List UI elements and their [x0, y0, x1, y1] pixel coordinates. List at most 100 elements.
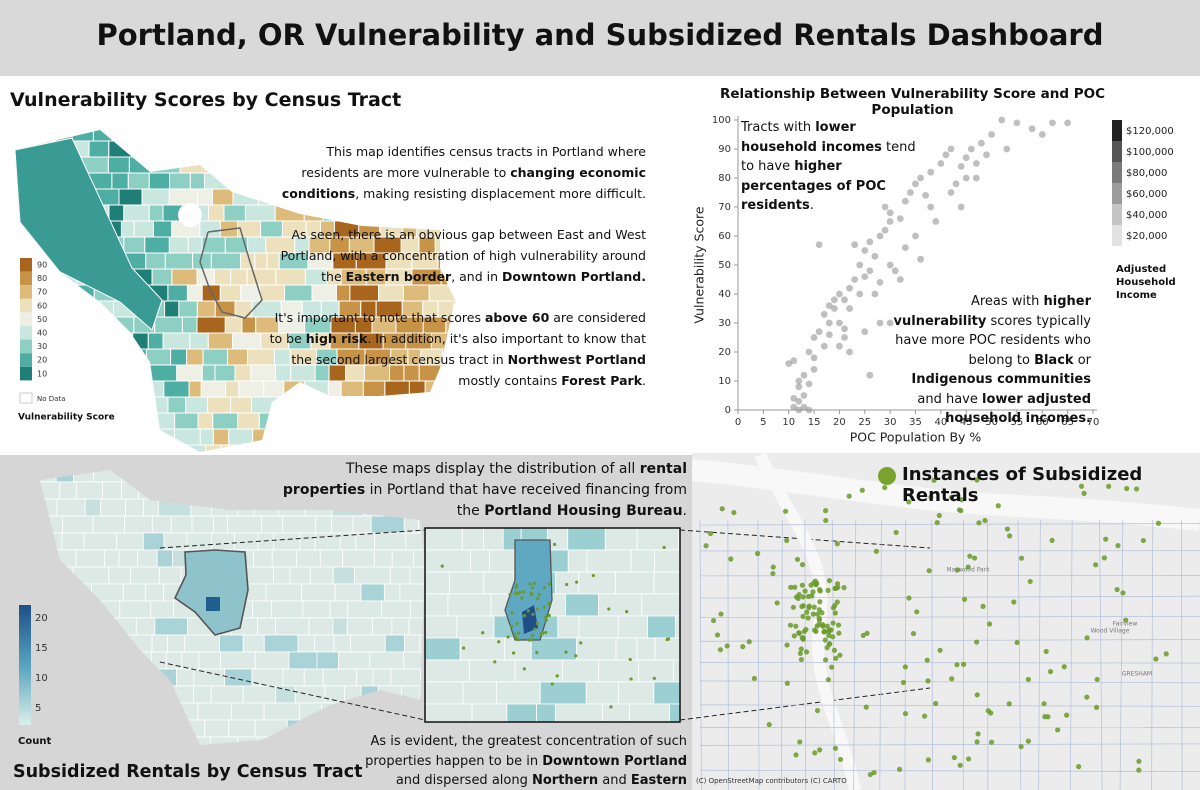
tract: [156, 549, 174, 568]
color-label: $20,000: [1126, 231, 1167, 242]
tract: [209, 736, 238, 745]
rental-dot: [537, 593, 541, 597]
point: [841, 334, 848, 341]
tract: [277, 412, 309, 430]
tract: [186, 348, 204, 366]
paragraph: Tracts with lower household incomes tend…: [741, 118, 926, 216]
point: [967, 145, 975, 153]
tract: [174, 412, 199, 430]
rental-dot: [481, 631, 485, 635]
road: [699, 523, 1200, 526]
rental-dot: [522, 614, 527, 618]
tract: [408, 130, 435, 142]
y-tick-label: 0: [725, 405, 731, 416]
tract: [212, 412, 239, 430]
rental-dot: [794, 556, 801, 563]
tract: [244, 130, 264, 142]
rental-dot: [710, 617, 717, 624]
rental-dot: [787, 622, 794, 628]
tract: [137, 549, 158, 568]
rental-dot: [547, 601, 551, 606]
inset-peak: [522, 605, 538, 634]
rental-dot: [799, 582, 805, 588]
rental-dot: [629, 677, 633, 681]
tract: [211, 532, 235, 551]
point: [856, 290, 864, 298]
rental-dot: [1055, 727, 1061, 733]
rental-dot: [826, 632, 832, 639]
text: and dispersed along: [395, 773, 532, 788]
rental-dot: [815, 611, 821, 617]
tract: [271, 600, 304, 619]
rental-dot: [1123, 617, 1129, 623]
tract: [108, 140, 133, 158]
tract: [220, 140, 246, 158]
rental-dot: [1094, 676, 1100, 683]
tract: [178, 140, 192, 158]
x-tick-label: 45: [960, 417, 973, 428]
tract: [148, 412, 176, 430]
rental-dot: [976, 520, 982, 526]
bold-text: higher percentages of POC residents: [741, 159, 886, 213]
tract: [103, 332, 134, 350]
point: [912, 232, 919, 240]
tract: [207, 332, 234, 350]
tract: [598, 593, 643, 617]
rental-dot: [1018, 744, 1024, 750]
point: [962, 154, 970, 162]
point: [886, 319, 894, 327]
rental-dot: [826, 578, 833, 584]
tract: [185, 396, 209, 414]
point: [881, 203, 889, 211]
tract: [506, 703, 538, 723]
rental-dot: [906, 499, 912, 505]
rental-dot: [928, 494, 934, 500]
rental-dot: [766, 721, 772, 728]
rental-dot: [731, 509, 737, 516]
point: [841, 325, 848, 333]
tract: [273, 532, 301, 551]
rental-dot: [974, 477, 980, 483]
legend-swatch: [19, 392, 33, 404]
downtown-peak: [206, 597, 220, 611]
tract: [118, 428, 146, 446]
tract: [346, 617, 373, 636]
tract: [193, 668, 226, 687]
text: These maps display the distribution of a…: [345, 461, 640, 477]
rental-dot: [528, 582, 532, 586]
rental-dot: [1163, 651, 1169, 657]
text: .: [682, 503, 687, 519]
tract: [372, 617, 393, 636]
text: and: [598, 773, 631, 788]
tract: [449, 571, 485, 595]
count-label: 5: [35, 703, 41, 714]
tract: [263, 702, 300, 721]
y-tick-label: 60: [718, 231, 731, 242]
rental-dot: [1011, 599, 1017, 605]
text: As seen, there is an obvious gap between…: [280, 227, 646, 284]
rental-dot: [825, 677, 832, 683]
rental-dot: [831, 647, 838, 653]
tract: [73, 348, 102, 366]
tract: [636, 637, 656, 661]
legend-label: 20: [37, 356, 47, 365]
tract: [224, 316, 243, 334]
point: [800, 403, 808, 411]
tract: [15, 130, 28, 142]
tract: [201, 364, 216, 382]
point: [1003, 145, 1011, 153]
road: [1181, 519, 1183, 790]
tract: [461, 527, 484, 551]
tract: [197, 412, 214, 430]
rental-dot: [1014, 639, 1020, 646]
y-tick-label: 40: [718, 289, 731, 300]
point: [795, 397, 803, 405]
rental-dot: [816, 615, 822, 621]
tract: [378, 428, 406, 446]
tract: [228, 428, 254, 446]
rental-dot: [824, 645, 830, 651]
tract: [220, 651, 256, 670]
tract: [483, 571, 515, 595]
tract: [53, 428, 80, 446]
tract: [62, 515, 94, 534]
